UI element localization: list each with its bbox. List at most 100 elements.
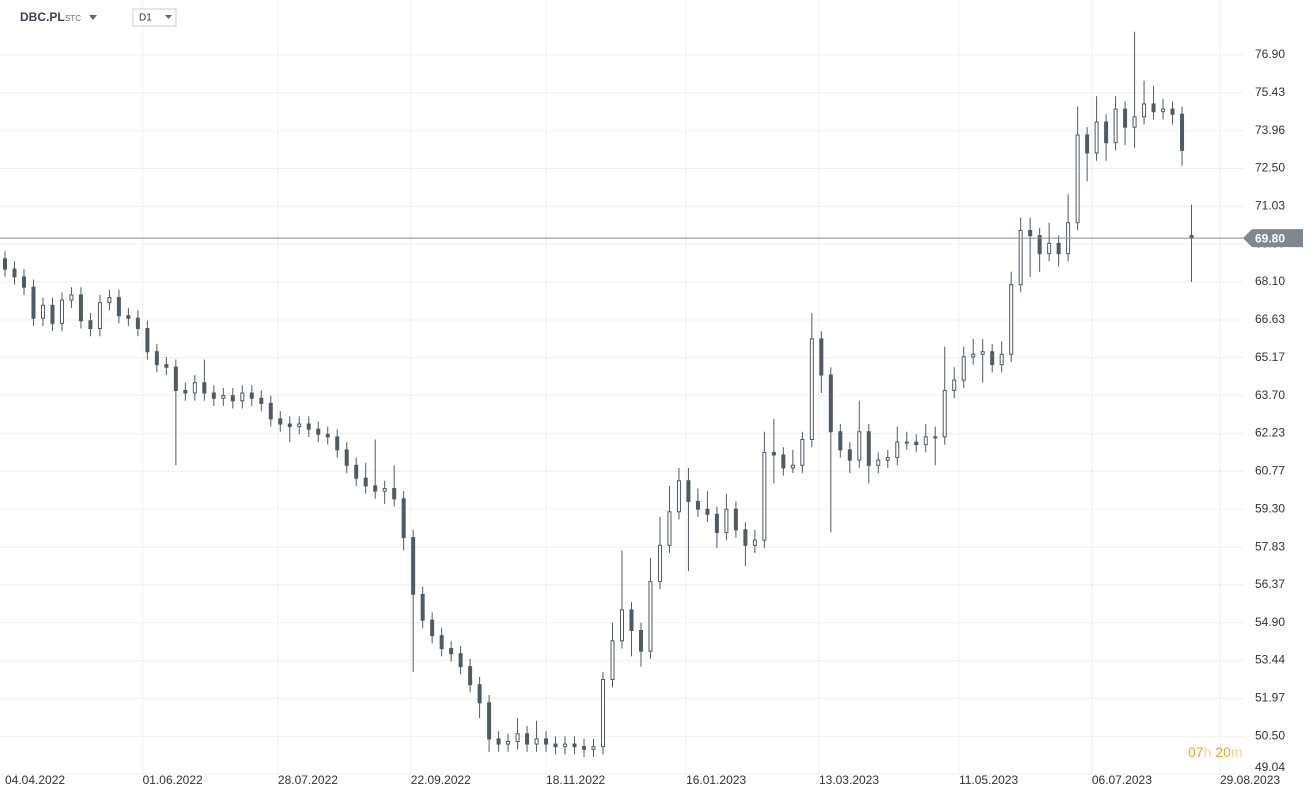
countdown-m: m — [1231, 744, 1243, 760]
candle-body — [78, 294, 83, 322]
candle — [249, 385, 254, 406]
candle-body — [857, 431, 862, 461]
candle — [126, 307, 131, 326]
y-tick-label: 60.77 — [1255, 463, 1285, 477]
candle — [202, 359, 207, 401]
candle-body — [828, 374, 833, 433]
last-price-label: 69.80 — [1255, 231, 1285, 245]
candle-body — [914, 441, 919, 446]
candle-body — [373, 485, 378, 492]
candle-body — [752, 539, 757, 546]
candle — [1189, 204, 1194, 283]
candle — [800, 431, 805, 474]
candle-body — [809, 338, 814, 440]
candle — [990, 343, 995, 373]
y-tick-label: 66.63 — [1255, 312, 1285, 326]
candle — [553, 736, 558, 755]
candle-body — [411, 537, 416, 595]
candle-body — [1085, 134, 1090, 154]
candle-body — [648, 580, 653, 652]
candle-body — [1113, 108, 1118, 144]
interval-box[interactable] — [132, 8, 177, 27]
symbol[interactable]: DBC.PL — [20, 10, 65, 24]
candle — [819, 331, 824, 394]
candle — [230, 387, 235, 409]
candle — [1009, 271, 1014, 363]
candle — [411, 529, 416, 672]
candle-body — [382, 488, 387, 492]
candle — [1132, 31, 1137, 148]
candle — [895, 426, 900, 466]
candle-body — [12, 268, 17, 278]
candle-body — [695, 500, 700, 510]
interval-dropdown[interactable] — [165, 15, 172, 19]
candle-body — [173, 366, 178, 391]
candle — [686, 467, 691, 572]
candle-body — [1104, 121, 1109, 144]
candle-body — [895, 441, 900, 459]
candle — [287, 416, 292, 443]
candle — [923, 424, 928, 453]
candle — [116, 289, 121, 324]
candle-body — [325, 433, 330, 438]
countdown-minutes: 20 — [1215, 744, 1231, 760]
candle-body — [686, 480, 691, 502]
candle — [316, 421, 321, 443]
candle — [544, 731, 549, 752]
candle — [1094, 96, 1099, 161]
symbol-dropdown[interactable] — [89, 15, 97, 20]
candle — [515, 718, 520, 750]
candle-body — [563, 743, 568, 748]
candle-body — [97, 302, 102, 330]
candle-body — [202, 382, 207, 394]
candle-body — [1075, 134, 1080, 224]
interval[interactable]: D1 — [139, 13, 152, 24]
candle-body — [69, 294, 74, 301]
x-tick-label: 01.06.2022 — [143, 773, 203, 787]
x-tick-label: 04.04.2022 — [5, 773, 65, 787]
candle-body — [1018, 229, 1023, 286]
candle-body — [335, 436, 340, 451]
candle — [69, 287, 74, 308]
candle-body — [306, 423, 311, 430]
candle — [876, 452, 881, 474]
y-tick-label: 56.37 — [1255, 577, 1285, 591]
countdown-h: h — [1204, 744, 1212, 760]
candle — [135, 310, 140, 337]
candle — [59, 292, 64, 332]
candle-body — [230, 395, 235, 402]
candle-body — [164, 364, 169, 368]
candle — [904, 431, 909, 450]
candle-body — [487, 702, 492, 740]
candle-body — [582, 746, 587, 750]
candle — [363, 462, 368, 494]
candle-body — [781, 454, 786, 469]
candle-body — [885, 457, 890, 461]
candle-body — [619, 609, 624, 642]
candle — [31, 279, 36, 326]
candle-body — [819, 338, 824, 376]
candle-body — [1161, 108, 1166, 113]
candle-body — [363, 477, 368, 487]
candle-body — [449, 648, 454, 655]
candle — [695, 488, 700, 517]
market: STC — [65, 14, 81, 23]
y-tick-label: 63.70 — [1255, 388, 1285, 402]
candle — [221, 387, 226, 406]
candle-body — [1056, 242, 1061, 255]
x-tick-label: 29.08.2023 — [1220, 773, 1280, 787]
y-tick-label: 62.23 — [1255, 426, 1285, 440]
candle-body — [724, 508, 729, 533]
candle-body — [800, 438, 805, 466]
candle — [667, 485, 672, 554]
candle-body — [344, 449, 349, 466]
x-tick-label: 06.07.2023 — [1092, 773, 1152, 787]
candle — [809, 313, 814, 448]
candle-body — [990, 351, 995, 366]
candles — [3, 31, 1194, 757]
candle — [297, 416, 302, 435]
candle — [88, 313, 93, 337]
candle-body — [952, 379, 957, 391]
candle — [1180, 106, 1185, 166]
candle — [999, 341, 1004, 373]
